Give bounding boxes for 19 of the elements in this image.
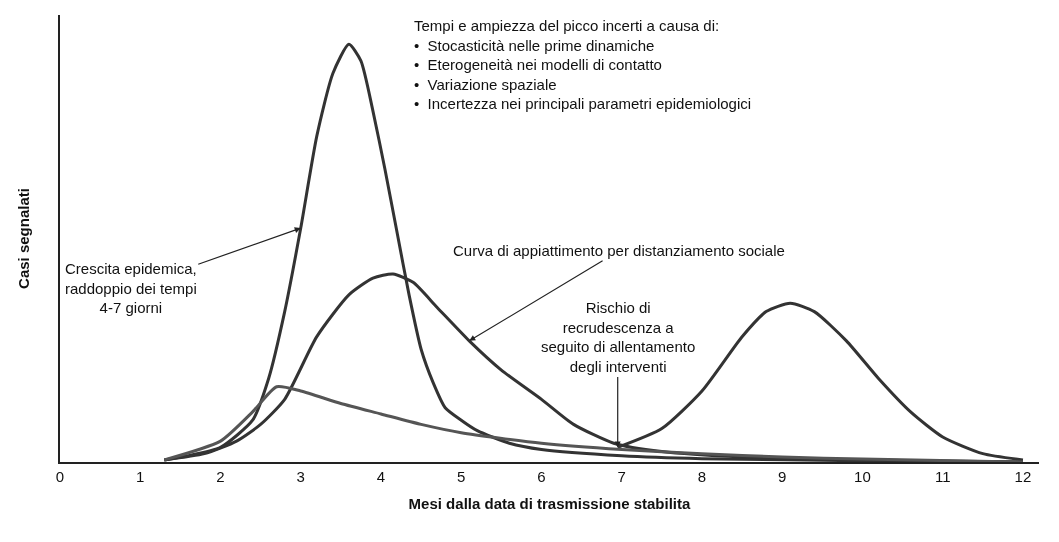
x-tick-label: 1 [136, 467, 145, 485]
x-tick-label: 3 [296, 467, 305, 485]
x-tick-label: 0 [55, 467, 65, 485]
x-tick-label: 5 [457, 467, 466, 485]
annotation: Curva di appiattimento per distanziamento sociale [453, 242, 785, 259]
x-tick-label: 12 [1014, 467, 1032, 485]
annotation: Tempi e ampiezza del picco incerti a causa di: • Stocasticità nelle prime dinamiche • Eterogeneità nei modelli di contatto • Variazione spaziale • Incertezza nei principali parametri epidemiologici [414, 17, 752, 112]
x-tick-label: 7 [617, 467, 626, 485]
x-tick-label: 4 [376, 467, 386, 485]
annotation: Rischio di recrudescenza a seguito di allentamento degli interventi [541, 299, 696, 375]
x-tick-label: 9 [778, 467, 787, 485]
x-tick-label: 6 [537, 467, 546, 485]
x-tick-label: 2 [216, 467, 225, 485]
x-tick-label: 8 [697, 467, 707, 485]
x-axis-title: Mesi dalla data di trasmissione stabilita [408, 495, 692, 513]
y-axis-title: Casi segnalati [15, 188, 32, 289]
x-tick-label: 10 [854, 467, 871, 485]
annotation: Crescita epidemica, raddoppio dei tempi 4-7 giorni [65, 260, 197, 316]
x-tick-label: 11 [934, 467, 951, 485]
